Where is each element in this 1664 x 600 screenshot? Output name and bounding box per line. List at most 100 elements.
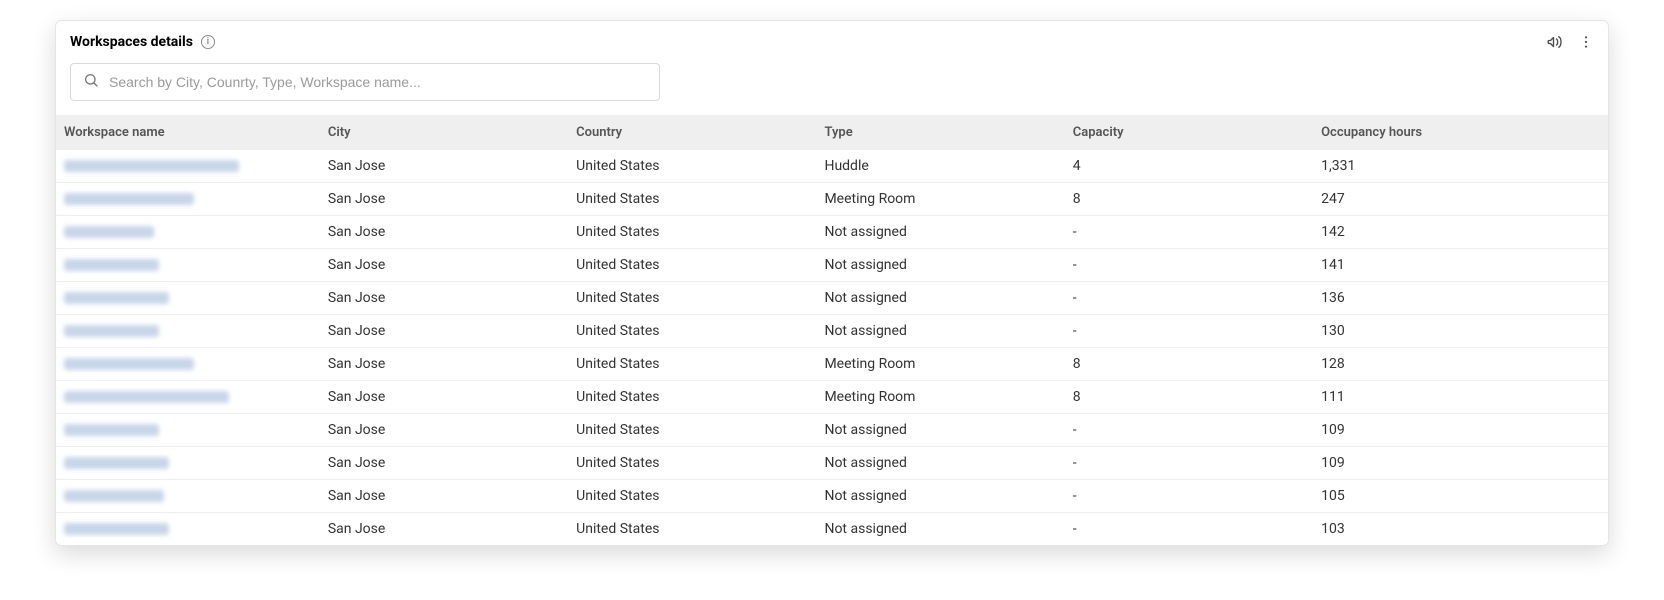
cell-occupancy-hours: 247 xyxy=(1313,183,1608,216)
cell-capacity: 4 xyxy=(1065,150,1313,183)
cell-city: San Jose xyxy=(320,282,568,315)
cell-workspace-name xyxy=(56,150,320,183)
cell-occupancy-hours: 128 xyxy=(1313,348,1608,381)
redacted-name xyxy=(64,325,159,337)
table-header-row: Workspace name City Country Type Capacit… xyxy=(56,115,1608,150)
table-row[interactable]: San JoseUnited StatesNot assigned-141 xyxy=(56,249,1608,282)
cell-capacity: - xyxy=(1065,414,1313,447)
redacted-name xyxy=(64,358,194,370)
table-row[interactable]: San JoseUnited StatesMeeting Room8111 xyxy=(56,381,1608,414)
table-row[interactable]: San JoseUnited StatesMeeting Room8128 xyxy=(56,348,1608,381)
search-row xyxy=(56,51,1608,115)
cell-city: San Jose xyxy=(320,513,568,546)
cell-country: United States xyxy=(568,348,816,381)
cell-capacity: 8 xyxy=(1065,183,1313,216)
cell-capacity: - xyxy=(1065,216,1313,249)
cell-type: Meeting Room xyxy=(816,348,1064,381)
cell-occupancy-hours: 105 xyxy=(1313,480,1608,513)
cell-occupancy-hours: 141 xyxy=(1313,249,1608,282)
redacted-name xyxy=(64,391,229,403)
cell-workspace-name xyxy=(56,414,320,447)
cell-occupancy-hours: 1,331 xyxy=(1313,150,1608,183)
redacted-name xyxy=(64,490,164,502)
cell-city: San Jose xyxy=(320,183,568,216)
redacted-name xyxy=(64,457,169,469)
cell-type: Meeting Room xyxy=(816,183,1064,216)
cell-occupancy-hours: 111 xyxy=(1313,381,1608,414)
cell-city: San Jose xyxy=(320,216,568,249)
cell-country: United States xyxy=(568,315,816,348)
cell-city: San Jose xyxy=(320,480,568,513)
search-input[interactable] xyxy=(109,74,647,90)
cell-workspace-name xyxy=(56,480,320,513)
col-header-country[interactable]: Country xyxy=(568,115,816,150)
cell-capacity: - xyxy=(1065,315,1313,348)
cell-city: San Jose xyxy=(320,249,568,282)
cell-country: United States xyxy=(568,447,816,480)
cell-workspace-name xyxy=(56,249,320,282)
redacted-name xyxy=(64,193,194,205)
redacted-name xyxy=(64,424,159,436)
cell-country: United States xyxy=(568,282,816,315)
cell-workspace-name xyxy=(56,216,320,249)
cell-capacity: - xyxy=(1065,513,1313,546)
cell-workspace-name xyxy=(56,315,320,348)
cell-workspace-name xyxy=(56,282,320,315)
search-box[interactable] xyxy=(70,63,660,101)
cell-country: United States xyxy=(568,216,816,249)
table-row[interactable]: San JoseUnited StatesNot assigned-142 xyxy=(56,216,1608,249)
table-row[interactable]: San JoseUnited StatesNot assigned-109 xyxy=(56,414,1608,447)
table-row[interactable]: San JoseUnited StatesNot assigned-105 xyxy=(56,480,1608,513)
table-row[interactable]: San JoseUnited StatesNot assigned-136 xyxy=(56,282,1608,315)
workspaces-details-card: Workspaces details i xyxy=(55,20,1609,546)
cell-occupancy-hours: 130 xyxy=(1313,315,1608,348)
info-icon[interactable]: i xyxy=(201,35,215,49)
cell-city: San Jose xyxy=(320,447,568,480)
cell-type: Not assigned xyxy=(816,315,1064,348)
redacted-name xyxy=(64,259,159,271)
col-header-city[interactable]: City xyxy=(320,115,568,150)
announce-icon[interactable] xyxy=(1546,33,1564,51)
cell-city: San Jose xyxy=(320,150,568,183)
col-header-occupancy-hours[interactable]: Occupancy hours xyxy=(1313,115,1608,150)
cell-city: San Jose xyxy=(320,348,568,381)
cell-occupancy-hours: 109 xyxy=(1313,447,1608,480)
col-header-type[interactable]: Type xyxy=(816,115,1064,150)
table-row[interactable]: San JoseUnited StatesMeeting Room8247 xyxy=(56,183,1608,216)
cell-workspace-name xyxy=(56,348,320,381)
cell-capacity: - xyxy=(1065,249,1313,282)
table-row[interactable]: San JoseUnited StatesNot assigned-103 xyxy=(56,513,1608,546)
cell-type: Not assigned xyxy=(816,480,1064,513)
cell-capacity: 8 xyxy=(1065,348,1313,381)
cell-type: Huddle xyxy=(816,150,1064,183)
more-vertical-icon[interactable] xyxy=(1578,34,1594,50)
cell-workspace-name xyxy=(56,513,320,546)
col-header-workspace-name[interactable]: Workspace name xyxy=(56,115,320,150)
cell-type: Not assigned xyxy=(816,513,1064,546)
cell-capacity: - xyxy=(1065,480,1313,513)
cell-type: Meeting Room xyxy=(816,381,1064,414)
cell-type: Not assigned xyxy=(816,282,1064,315)
table-row[interactable]: San JoseUnited StatesNot assigned-130 xyxy=(56,315,1608,348)
cell-country: United States xyxy=(568,150,816,183)
cell-type: Not assigned xyxy=(816,249,1064,282)
table-row[interactable]: San JoseUnited StatesHuddle41,331 xyxy=(56,150,1608,183)
cell-workspace-name xyxy=(56,183,320,216)
cell-occupancy-hours: 136 xyxy=(1313,282,1608,315)
cell-country: United States xyxy=(568,183,816,216)
card-header: Workspaces details i xyxy=(56,21,1608,51)
cell-type: Not assigned xyxy=(816,216,1064,249)
cell-city: San Jose xyxy=(320,381,568,414)
cell-occupancy-hours: 142 xyxy=(1313,216,1608,249)
cell-country: United States xyxy=(568,414,816,447)
cell-type: Not assigned xyxy=(816,414,1064,447)
cell-country: United States xyxy=(568,381,816,414)
col-header-capacity[interactable]: Capacity xyxy=(1065,115,1313,150)
table-row[interactable]: San JoseUnited StatesNot assigned-109 xyxy=(56,447,1608,480)
cell-capacity: - xyxy=(1065,282,1313,315)
cell-workspace-name xyxy=(56,447,320,480)
redacted-name xyxy=(64,226,154,238)
cell-workspace-name xyxy=(56,381,320,414)
cell-country: United States xyxy=(568,249,816,282)
redacted-name xyxy=(64,292,169,304)
